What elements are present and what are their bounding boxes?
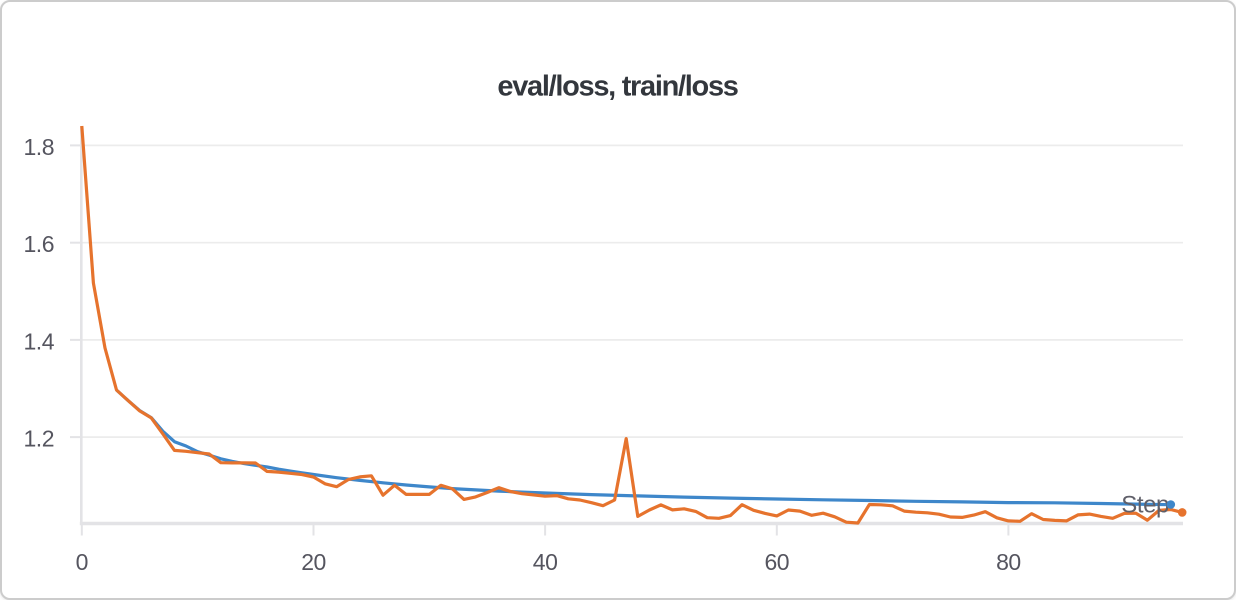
svg-text:0: 0 [76, 549, 88, 575]
svg-text:1.8: 1.8 [24, 134, 54, 160]
svg-text:Step: Step [1121, 492, 1169, 519]
svg-text:80: 80 [996, 549, 1021, 575]
svg-text:60: 60 [765, 549, 790, 575]
svg-text:40: 40 [533, 549, 558, 575]
svg-text:1.6: 1.6 [24, 231, 54, 257]
svg-text:eval/loss, train/loss: eval/loss, train/loss [497, 71, 737, 103]
svg-text:1.2: 1.2 [24, 426, 54, 452]
svg-text:1.4: 1.4 [24, 328, 55, 354]
svg-text:20: 20 [301, 549, 326, 575]
